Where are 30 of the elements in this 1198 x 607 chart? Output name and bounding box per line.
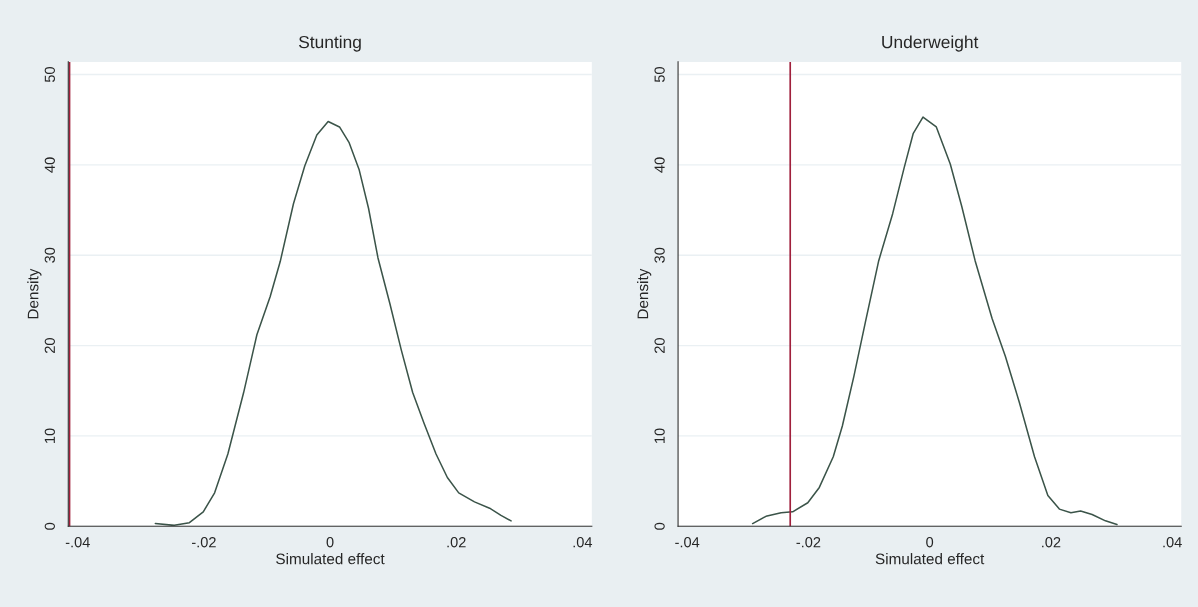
y-tick-label: 20 <box>654 338 665 353</box>
x-tick-label: -.04 <box>675 537 700 548</box>
y-axis-title: Density <box>637 268 652 319</box>
y-tick-label: 40 <box>654 157 665 173</box>
y-tick-label: 10 <box>44 428 55 443</box>
y-tick-label: 0 <box>654 522 665 530</box>
x-tick-label: -.04 <box>65 537 90 548</box>
x-axis-title: Simulated effect <box>875 553 985 565</box>
chart-title: Underweight <box>882 35 979 52</box>
x-tick-label: .02 <box>447 537 466 548</box>
line-series <box>751 116 1118 526</box>
y-tick-label: 30 <box>654 247 665 263</box>
y-tick-label: 50 <box>44 67 55 83</box>
chart-title: Stunting <box>298 35 361 52</box>
y-tick-label: 40 <box>44 157 55 173</box>
y-tick-label: 0 <box>44 522 55 530</box>
x-tick-label: .02 <box>1042 537 1061 548</box>
x-tick-label: .04 <box>1163 537 1182 548</box>
y-tick-label: 20 <box>44 338 55 353</box>
y-tick-label: 30 <box>44 247 55 263</box>
x-tick-label: -.02 <box>796 537 821 548</box>
y-tick-label: 10 <box>654 428 665 443</box>
y-tick-label: 50 <box>654 67 665 83</box>
line-series <box>154 120 512 527</box>
x-axis-title: Simulated effect <box>276 553 385 565</box>
x-tick-label: 0 <box>326 537 334 548</box>
x-tick-label: -.02 <box>191 537 216 548</box>
x-tick-label: 0 <box>926 537 934 548</box>
y-axis-title: Density <box>27 268 42 319</box>
x-tick-label: .04 <box>573 537 593 548</box>
